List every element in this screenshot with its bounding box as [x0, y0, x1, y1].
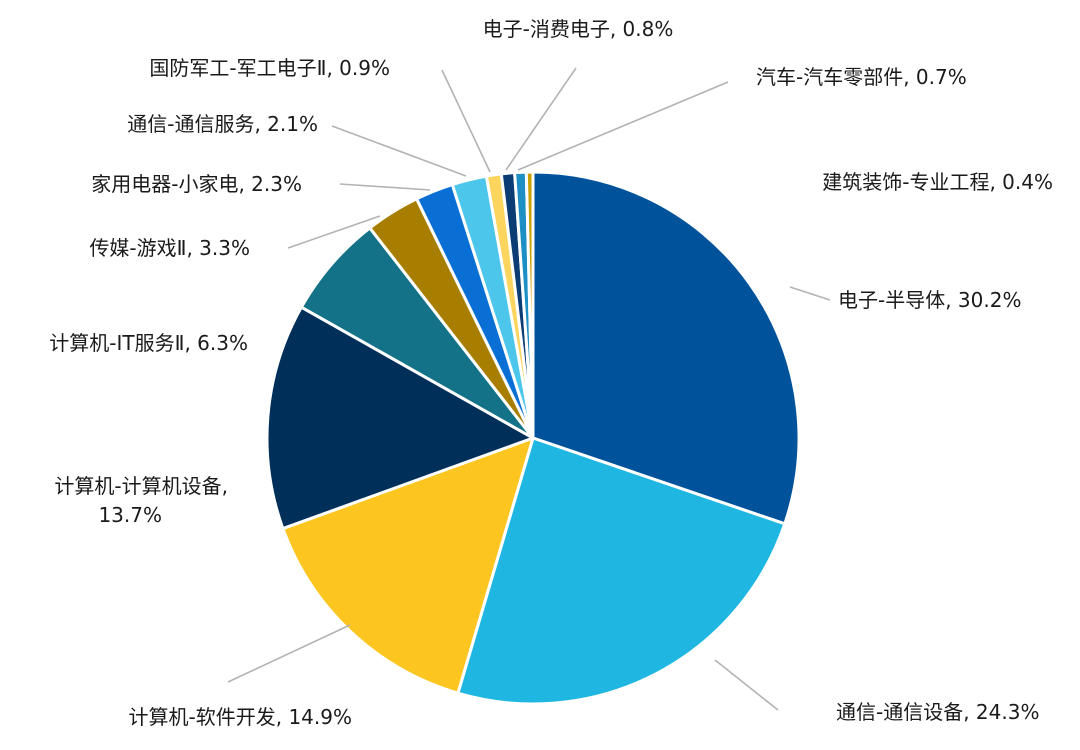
pie-slice-1 [531, 170, 801, 526]
pie-slice-2 [456, 436, 787, 706]
pie-slices [265, 170, 801, 706]
leader-line-9 [441, 69, 491, 173]
pie-slice-12 [524, 170, 535, 440]
slice-label-12: 建筑装饰-专业工程, 0.4% [822, 170, 1053, 194]
slice-label-9: 国防军工-军工电子Ⅱ, 0.9% [149, 56, 390, 80]
slice-label-11: 汽车-汽车零部件, 0.7% [756, 65, 967, 89]
leader-line-11 [517, 81, 729, 171]
slice-label-10: 电子-消费电子, 0.8% [483, 17, 674, 41]
slice-label-6: 传媒-游戏Ⅱ, 3.3% [89, 236, 250, 260]
leader-line-8 [331, 125, 467, 177]
slice-label-2: 通信-通信设备, 24.3% [836, 700, 1039, 724]
leader-line-1 [789, 286, 831, 301]
slice-label-7: 家用电器-小家电, 2.3% [91, 172, 302, 196]
leader-line-10 [505, 67, 577, 171]
leader-line-7 [339, 183, 431, 191]
slice-label-3: 计算机-软件开发, 14.9% [129, 705, 352, 729]
pie-slice-4 [265, 305, 535, 531]
leader-line-2 [714, 659, 779, 711]
leader-line-3 [227, 624, 351, 683]
slice-label-5: 计算机-IT服务Ⅱ, 6.3% [49, 331, 248, 355]
slice-label-8: 通信-通信服务, 2.1% [127, 112, 318, 136]
slice-label-4: 计算机-计算机设备, [54, 474, 228, 498]
slice-label-4-line-2: 13.7% [98, 503, 162, 527]
slice-label-1: 电子-半导体, 30.2% [838, 288, 1021, 312]
pie-slice-3 [281, 436, 535, 695]
slice-labels: 电子-半导体, 30.2% 通信-通信设备, 24.3% 计算机-软件开发, 14.… [49, 17, 1053, 729]
leader-line-6 [287, 215, 381, 249]
leader-lines [227, 67, 831, 711]
